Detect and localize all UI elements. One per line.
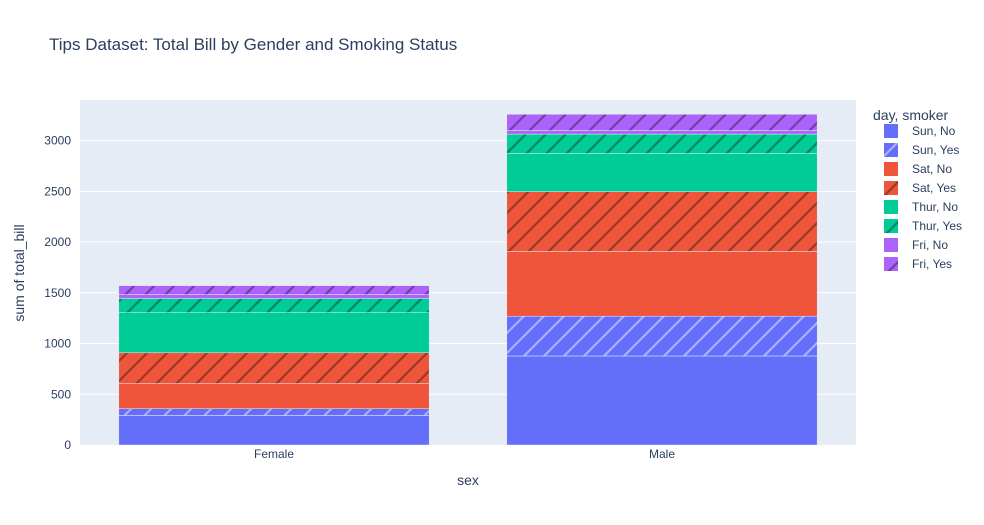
y-tick-label: 500: [51, 387, 71, 401]
bar-male-sun-no: [506, 355, 818, 446]
y-axis-title: sum of total_bill: [11, 224, 27, 321]
legend-title: day, smoker: [873, 107, 949, 123]
bar-male-thur-yes: [506, 133, 818, 154]
x-tick-label: Male: [649, 447, 675, 461]
legend-label: Sun, No: [912, 124, 956, 138]
legend-label: Sat, Yes: [912, 181, 956, 195]
y-tick-label: 0: [64, 438, 71, 452]
bars: [118, 114, 818, 446]
legend-item[interactable]: Sat, No: [884, 162, 952, 176]
bar-female-sun-no: [118, 415, 430, 446]
legend-item[interactable]: Thur, No: [884, 200, 958, 214]
bar-female-sun-yes: [118, 408, 430, 416]
bar-male-fri-yes: [506, 114, 818, 131]
legend-item[interactable]: Fri, Yes: [884, 257, 952, 271]
legend-swatch: [884, 238, 898, 252]
y-tick-label: 1000: [44, 337, 71, 351]
bar-female-thur-yes: [118, 298, 430, 313]
legend-label: Thur, No: [912, 200, 958, 214]
bar-male-sat-no: [506, 251, 818, 317]
legend-label: Thur, Yes: [912, 219, 962, 233]
legend-item[interactable]: Sun, No: [884, 124, 956, 138]
legend-swatch: [884, 200, 898, 214]
legend-swatch: [884, 124, 898, 138]
bar-female-sat-yes: [118, 352, 430, 384]
legend-item[interactable]: Sat, Yes: [884, 181, 956, 195]
legend-item[interactable]: Fri, No: [884, 238, 948, 252]
legend-swatch: [884, 257, 898, 271]
bar-female-fri-no: [118, 294, 430, 299]
legend-swatch: [884, 143, 898, 157]
legend-label: Fri, No: [912, 238, 948, 252]
bar-male-fri-no: [506, 130, 818, 135]
legend-item[interactable]: Thur, Yes: [884, 219, 962, 233]
y-tick-label: 1500: [44, 286, 71, 300]
legend-swatch: [884, 162, 898, 176]
legend-item[interactable]: Sun, Yes: [884, 143, 959, 157]
y-tick-label: 2000: [44, 235, 71, 249]
y-tick-label: 2500: [44, 184, 71, 198]
x-tick-label: Female: [254, 447, 294, 461]
tick-labels: 0 500 1000 1500 2000 2500 3000 Female Male: [44, 134, 675, 461]
bar-male-sat-yes: [506, 191, 818, 252]
y-tick-label: 3000: [44, 134, 71, 148]
bar-male-sun-yes: [506, 315, 818, 357]
legend: day, smoker Sun, No Sun, Yes Sat, No Sat, Y…: [873, 107, 962, 271]
bar-female-sat-no: [118, 383, 430, 409]
legend-swatch: [884, 219, 898, 233]
chart-title: Tips Dataset: Total Bill by Gender and S…: [49, 35, 457, 54]
legend-label: Sat, No: [912, 162, 952, 176]
legend-label: Fri, Yes: [912, 257, 952, 271]
x-axis-title: sex: [457, 472, 479, 488]
bar-female-thur-no: [118, 312, 430, 354]
legend-label: Sun, Yes: [912, 143, 959, 157]
bar-male-thur-no: [506, 153, 818, 192]
bar-female-fri-yes: [118, 285, 430, 295]
legend-swatch: [884, 181, 898, 195]
